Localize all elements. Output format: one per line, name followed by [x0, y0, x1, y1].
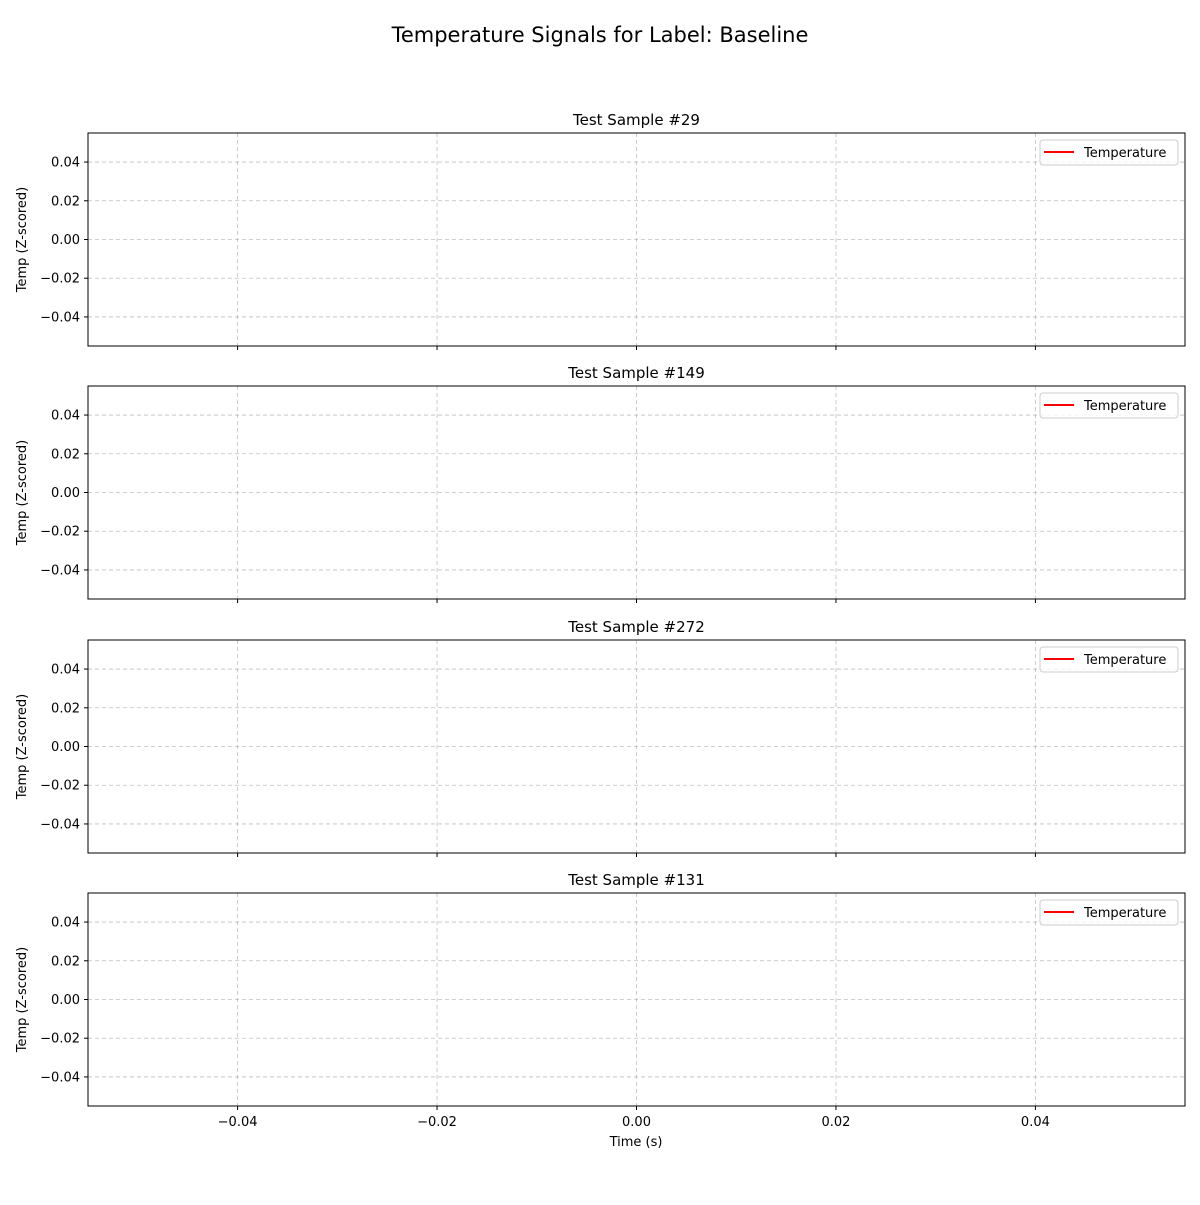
x-axis-label: Time (s)	[609, 1135, 663, 1150]
panel-title: Test Sample #149	[567, 364, 705, 382]
y-tick-label: −0.02	[40, 1032, 80, 1047]
legend-box	[1039, 899, 1179, 926]
y-tick-label: 0.04	[51, 916, 80, 931]
figure-suptitle: Temperature Signals for Label: Baseline	[391, 23, 809, 47]
y-tick-label: −0.02	[40, 779, 80, 794]
panel-2: 0.04 0.02 0.00 −0.02 −0.04 Test Sample #149 Te…	[15, 364, 1186, 603]
y-tick-label: −0.04	[40, 1070, 80, 1085]
y-tick-label: −0.04	[40, 817, 80, 832]
y-tick-label: 0.04	[51, 663, 80, 678]
x-tick-label: 0.02	[821, 1115, 850, 1130]
y-tick-label: 0.02	[51, 701, 80, 716]
legend-label: Temperature	[1083, 906, 1166, 921]
legend: Temperature	[1039, 646, 1179, 673]
x-tick-label: −0.02	[417, 1115, 457, 1130]
panel-title: Test Sample #272	[567, 618, 705, 636]
legend-label: Temperature	[1083, 653, 1166, 668]
y-tick-label: 0.02	[51, 447, 80, 462]
y-tick-label: 0.00	[51, 740, 80, 755]
y-tick-label: 0.04	[51, 156, 80, 171]
panel-title: Test Sample #29	[572, 111, 700, 129]
y-axis-label: Temp (Z-scored)	[15, 694, 30, 800]
legend: Temperature	[1039, 139, 1179, 166]
y-axis-label: Temp (Z-scored)	[15, 440, 30, 546]
y-axis-label: Temp (Z-scored)	[15, 187, 30, 293]
legend: Temperature	[1039, 392, 1179, 419]
legend-box	[1039, 646, 1179, 673]
legend-box	[1039, 139, 1179, 166]
y-tick-label: 0.02	[51, 194, 80, 209]
panel-4: 0.04 0.02 0.00 −0.02 −0.04 −0.04 −0.02 0.00 0.02…	[15, 871, 1186, 1130]
y-tick-label: −0.02	[40, 525, 80, 540]
legend-box	[1039, 392, 1179, 419]
panel-1: 0.04 0.02 0.00 −0.02 −0.04 Test Sample #29 Tem…	[15, 111, 1186, 350]
y-axis-label: Temp (Z-scored)	[15, 947, 30, 1053]
y-tick-label: 0.04	[51, 409, 80, 424]
legend-label: Temperature	[1083, 399, 1166, 414]
y-tick-label: −0.02	[40, 272, 80, 287]
y-tick-label: 0.00	[51, 233, 80, 248]
y-tick-label: −0.04	[40, 310, 80, 325]
panel-3: 0.04 0.02 0.00 −0.02 −0.04 Test Sample #272 Te…	[15, 618, 1186, 857]
y-tick-label: −0.04	[40, 563, 80, 578]
legend: Temperature	[1039, 899, 1179, 926]
x-tick-label: 0.04	[1021, 1115, 1050, 1130]
y-tick-label: 0.00	[51, 993, 80, 1008]
y-tick-label: 0.00	[51, 486, 80, 501]
x-tick-label: 0.00	[622, 1115, 651, 1130]
legend-label: Temperature	[1083, 146, 1166, 161]
panel-title: Test Sample #131	[567, 871, 705, 889]
x-tick-label: −0.04	[218, 1115, 258, 1130]
y-tick-label: 0.02	[51, 954, 80, 969]
panels-group: 0.04 0.02 0.00 −0.02 −0.04 Test Sample #29 Tem…	[15, 111, 1186, 1130]
